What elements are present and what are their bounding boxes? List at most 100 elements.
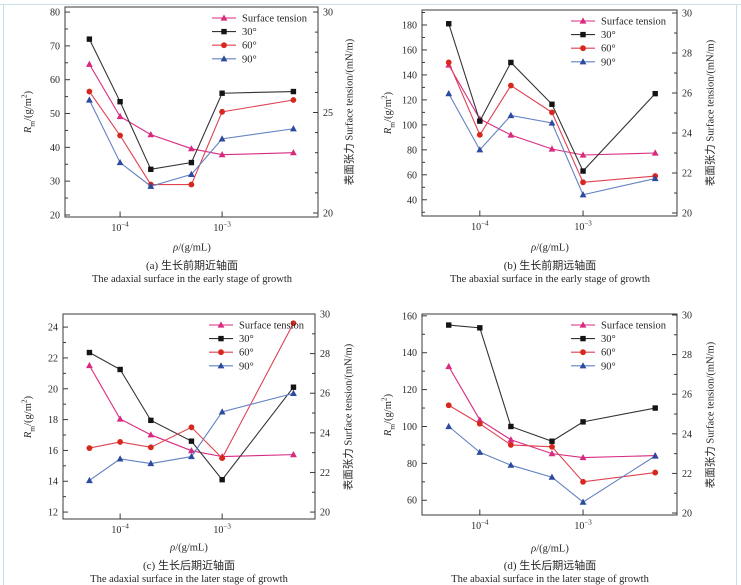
svg-text:30: 30 xyxy=(682,310,692,321)
x-axis-label-b: ρ/(g/mL) xyxy=(531,242,569,254)
svg-text:60°: 60° xyxy=(239,348,254,359)
svg-text:160: 160 xyxy=(402,45,417,56)
svg-text:22: 22 xyxy=(48,353,58,364)
svg-text:28: 28 xyxy=(682,49,692,60)
svg-text:90°: 90° xyxy=(601,57,616,68)
caption-b-zh: (b) 生长前期远轴面 xyxy=(503,260,597,272)
svg-text:24: 24 xyxy=(48,323,58,334)
svg-text:30°: 30° xyxy=(239,334,254,345)
svg-text:30°: 30° xyxy=(242,27,257,38)
svg-text:28: 28 xyxy=(682,350,692,361)
svg-text:10−3: 10−3 xyxy=(574,519,592,533)
page-border-right xyxy=(736,4,737,585)
caption-d: (d) 生长后期远轴面 The abaxial surface in the l… xyxy=(451,559,649,585)
svg-text:60°: 60° xyxy=(601,44,616,55)
svg-text:16: 16 xyxy=(48,446,58,457)
svg-text:60: 60 xyxy=(407,496,417,507)
right-axis-label-b: 表面张力 Surface tension/(mN/m) xyxy=(705,39,717,187)
svg-text:80: 80 xyxy=(407,145,417,156)
caption-a: (a) 生长前期近轴面 The adaxial surface in the e… xyxy=(92,259,292,287)
left-axis-label-c: Rm/(g/m2) xyxy=(19,395,37,439)
svg-text:30: 30 xyxy=(320,310,330,321)
svg-text:22: 22 xyxy=(320,468,330,479)
svg-text:120: 120 xyxy=(402,385,417,396)
left-axis-label-b: Rm/(g/m2) xyxy=(379,91,397,135)
svg-text:Surface tension: Surface tension xyxy=(239,321,305,332)
svg-text:20: 20 xyxy=(682,209,692,220)
caption-c: (c) 生长后期近轴面 The adaxial surface in the l… xyxy=(90,559,288,585)
svg-text:140: 140 xyxy=(402,70,417,81)
svg-text:24: 24 xyxy=(682,429,692,440)
page-border-left xyxy=(3,4,4,585)
caption-b-en: The abaxial surface in the early stage o… xyxy=(450,274,650,285)
svg-text:40: 40 xyxy=(407,195,417,206)
caption-b: (b) 生长前期远轴面 The abaxial surface in the e… xyxy=(450,259,650,287)
svg-text:160: 160 xyxy=(402,311,417,322)
svg-text:25: 25 xyxy=(323,108,333,119)
svg-text:60: 60 xyxy=(407,170,417,181)
svg-text:180: 180 xyxy=(402,20,417,31)
svg-text:26: 26 xyxy=(320,389,330,400)
svg-text:20: 20 xyxy=(50,210,60,221)
chart-c-plot: 12 14 16 18 20 22 24 20 22 24 26 28 30 10−4 10−3 Surfac… xyxy=(48,310,330,537)
x-axis-label-c: ρ/(g/mL) xyxy=(170,542,208,554)
svg-text:50: 50 xyxy=(50,109,60,120)
svg-text:Surface tension: Surface tension xyxy=(601,17,667,28)
svg-text:70: 70 xyxy=(50,41,60,52)
svg-text:30: 30 xyxy=(682,9,692,20)
svg-text:12: 12 xyxy=(48,508,58,519)
caption-c-zh: (c) 生长后期近轴面 xyxy=(143,560,235,572)
svg-text:40: 40 xyxy=(50,143,60,154)
svg-text:30°: 30° xyxy=(601,30,616,41)
svg-text:140: 140 xyxy=(402,348,417,359)
svg-text:90°: 90° xyxy=(239,361,254,372)
svg-text:80: 80 xyxy=(407,459,417,470)
svg-text:20: 20 xyxy=(48,384,58,395)
svg-text:14: 14 xyxy=(48,477,58,488)
svg-text:Surface tension: Surface tension xyxy=(242,14,308,25)
svg-text:22: 22 xyxy=(682,169,692,180)
right-axis-label-a: 表面张力 Surface tension/(mN/m) xyxy=(344,38,356,186)
svg-text:100: 100 xyxy=(402,422,417,433)
chart-d-plot: 60 80 100 120 140 160 20 22 24 26 28 30 10−4 10−3 Surf… xyxy=(402,310,692,533)
caption-a-zh: (a) 生长前期近轴面 xyxy=(146,260,238,272)
svg-text:24: 24 xyxy=(320,428,330,439)
svg-text:120: 120 xyxy=(402,95,417,106)
svg-text:22: 22 xyxy=(682,469,692,480)
svg-text:60: 60 xyxy=(50,75,60,86)
svg-text:60°: 60° xyxy=(601,348,616,359)
svg-text:20: 20 xyxy=(320,508,330,519)
svg-text:30°: 30° xyxy=(601,334,616,345)
caption-c-en: The adaxial surface in the later stage o… xyxy=(90,574,288,585)
x-axis-label-a: ρ/(g/mL) xyxy=(173,242,211,254)
page-border-top xyxy=(0,4,741,5)
svg-text:10−4: 10−4 xyxy=(471,519,489,533)
svg-text:18: 18 xyxy=(48,415,58,426)
chart-b-plot: 40 60 80 100 120 140 160 180 20 22 24 26 28 30 10−4 10−… xyxy=(402,9,692,234)
svg-text:30: 30 xyxy=(323,8,333,19)
left-axis-label-a: Rm/(g/m2) xyxy=(19,90,37,134)
left-axis-label-d: Rm/(g/m2) xyxy=(379,393,397,437)
svg-text:90°: 90° xyxy=(601,361,616,372)
svg-text:26: 26 xyxy=(682,390,692,401)
svg-text:10−3: 10−3 xyxy=(213,221,231,235)
svg-text:10−4: 10−4 xyxy=(111,221,129,235)
svg-text:30: 30 xyxy=(50,177,60,188)
svg-text:Surface tension: Surface tension xyxy=(601,321,667,332)
svg-text:24: 24 xyxy=(682,129,692,140)
svg-text:10−4: 10−4 xyxy=(111,523,129,537)
caption-d-zh: (d) 生长后期远轴面 xyxy=(503,560,597,572)
right-axis-label-c: 表面张力 Surface tension/(mN/m) xyxy=(343,343,355,491)
svg-text:26: 26 xyxy=(682,89,692,100)
svg-text:90°: 90° xyxy=(242,54,257,65)
x-axis-label-d: ρ/(g/mL) xyxy=(531,543,569,555)
svg-text:20: 20 xyxy=(323,208,333,219)
svg-text:10−3: 10−3 xyxy=(213,523,231,537)
svg-text:100: 100 xyxy=(402,120,417,131)
caption-d-en: The abaxial surface in the later stage o… xyxy=(451,574,649,585)
svg-text:10−4: 10−4 xyxy=(471,220,489,234)
chart-a-plot: 20 30 40 50 60 70 80 20 25 30 10−4 10−3 Surface tens… xyxy=(50,6,333,235)
svg-text:28: 28 xyxy=(320,349,330,360)
caption-a-en: The adaxial surface in the early stage o… xyxy=(92,274,292,285)
